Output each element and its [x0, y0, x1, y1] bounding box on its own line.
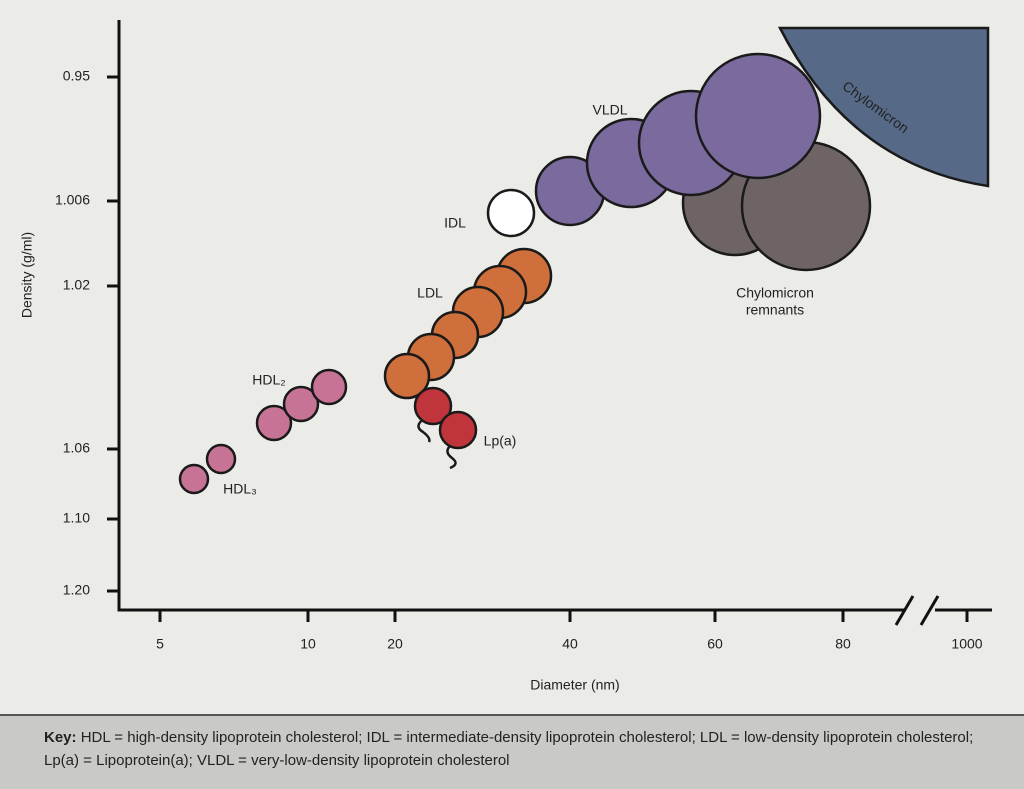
ldl-particles: [383, 247, 553, 400]
vldl-label: VLDL: [592, 102, 627, 118]
x-tick-label: 40: [562, 636, 578, 652]
diagram: Chylomicron 0.95 1.006 1.02 1.06 1.10 1.…: [19, 20, 992, 693]
hdl3-label: HDL₃: [223, 481, 257, 497]
x-tick-label: 80: [835, 636, 851, 652]
key-text: HDL = high-density lipoprotein cholester…: [44, 729, 974, 769]
hdl-particles: [178, 368, 348, 495]
remnants-label: remnants: [746, 302, 804, 318]
y-tick-labels: 0.95 1.006 1.02 1.06 1.10 1.20: [55, 68, 90, 598]
lpa-label: Lp(a): [484, 433, 517, 449]
chylomicron-shape: [777, 26, 990, 188]
key: Key: HDL = high-density lipoprotein chol…: [0, 714, 1024, 789]
y-tick-label: 1.20: [63, 582, 90, 598]
x-tick-label: 10: [300, 636, 316, 652]
y-tick-label: 0.95: [63, 68, 90, 84]
y-tick-label: 1.06: [63, 440, 90, 456]
vldl-particles: [534, 52, 822, 227]
x-tick-labels: 5 10 20 40 60 80 1000: [156, 636, 983, 652]
idl-label: IDL: [444, 215, 466, 231]
idl-particle: [486, 188, 536, 238]
y-tick-label: 1.006: [55, 192, 90, 208]
x-tick-label: 1000: [951, 636, 982, 652]
x-axis-label: Diameter (nm): [530, 677, 619, 693]
x-tick-label: 5: [156, 636, 164, 652]
x-tick-label: 60: [707, 636, 723, 652]
hdl2-label: HDL₂: [252, 372, 285, 388]
key-term: Key:: [44, 729, 77, 746]
y-axis-label: Density (g/ml): [19, 232, 35, 318]
y-tick-label: 1.02: [63, 277, 90, 293]
remnants-label: Chylomicron: [736, 285, 814, 301]
ldl-label: LDL: [417, 285, 443, 301]
y-tick-label: 1.10: [63, 510, 90, 526]
lpa-particles: [413, 386, 478, 470]
axes: [107, 20, 992, 626]
x-tick-label: 20: [387, 636, 403, 652]
